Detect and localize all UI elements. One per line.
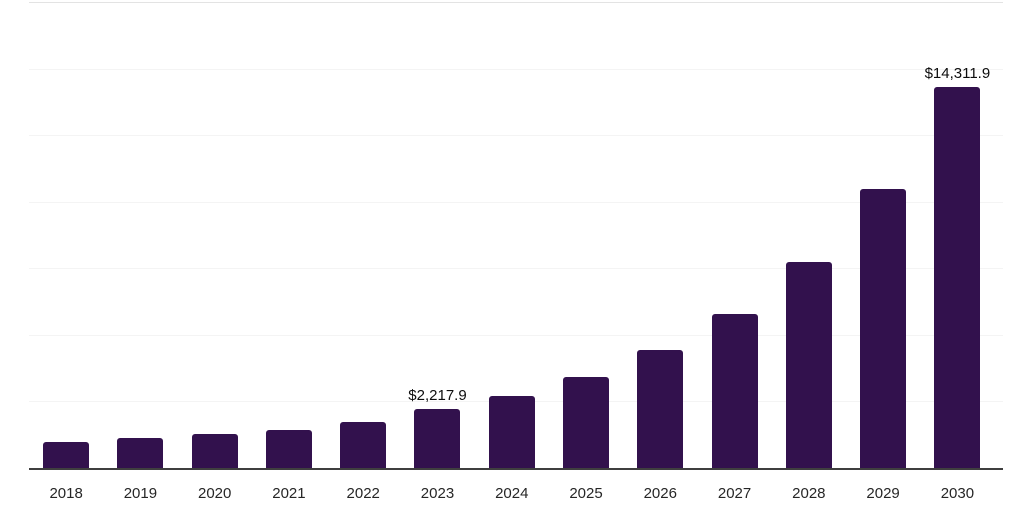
bar-2024[interactable] — [488, 396, 535, 468]
x-axis-line — [29, 468, 1003, 470]
gridline — [29, 135, 1003, 137]
x-tick-2029: 2029 — [866, 485, 900, 502]
bar-2023[interactable] — [414, 408, 461, 468]
x-tick-2023: 2023 — [420, 485, 455, 502]
bar-2018[interactable] — [43, 441, 90, 468]
bar-2026[interactable] — [637, 349, 684, 468]
gridline — [29, 334, 1003, 336]
bar-2025[interactable] — [563, 376, 610, 468]
bar-value-label-2023: $2,217.9 — [408, 386, 467, 404]
x-tick-2026: 2026 — [643, 485, 677, 502]
bar-2030[interactable] — [934, 86, 981, 468]
x-tick-2024: 2024 — [495, 485, 529, 502]
x-tick-2025: 2025 — [569, 485, 603, 502]
x-tick-2030: 2030 — [940, 485, 975, 502]
x-tick-2027: 2027 — [717, 485, 752, 502]
bar-2021[interactable] — [265, 430, 312, 468]
gridline — [29, 68, 1003, 70]
x-tick-2028: 2028 — [792, 485, 826, 502]
x-tick-2019: 2019 — [123, 485, 158, 502]
top-gridline — [29, 2, 1003, 3]
x-tick-2018: 2018 — [49, 485, 83, 502]
bar-2019[interactable] — [117, 437, 164, 468]
bar-2028[interactable] — [785, 261, 832, 468]
bar-2027[interactable] — [711, 313, 758, 468]
bar-2022[interactable] — [340, 421, 387, 468]
plot-area: $2,217.9 $14,311.9 — [29, 2, 1003, 470]
gridline — [29, 201, 1003, 203]
bar-2029[interactable] — [860, 189, 907, 468]
x-tick-2021: 2021 — [272, 485, 306, 502]
bar-2020[interactable] — [191, 433, 238, 468]
gridline — [29, 268, 1003, 270]
bar-value-label-2030: $14,311.9 — [924, 64, 991, 82]
x-tick-2022: 2022 — [346, 485, 380, 502]
x-axis: 2018 2019 2020 2021 2022 2023 2024 2025 2026 2027… — [0, 479, 1024, 503]
x-tick-2020: 2020 — [197, 485, 232, 502]
